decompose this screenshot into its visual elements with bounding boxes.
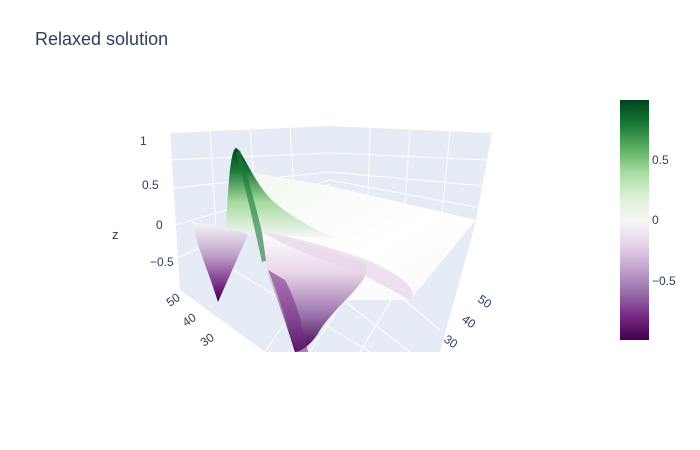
y-tick: 40 [180, 310, 199, 329]
surface-ridge-shadow [236, 150, 268, 262]
surface [192, 148, 476, 352]
z-axis: z 1 0.5 0 −0.5 [112, 134, 174, 269]
colorbar[interactable]: 0.5 0 −0.5 [620, 100, 676, 340]
x-tick: 50 [475, 292, 494, 311]
colorbar-gradient [620, 100, 649, 340]
z-axis-label: z [112, 227, 119, 242]
back-wall-right [330, 126, 492, 225]
surface-trough-front-shade [268, 270, 308, 352]
chart-title: Relaxed solution [35, 29, 168, 49]
z-tick: −0.5 [150, 255, 174, 269]
surface-trough-left-fill [192, 222, 250, 302]
scene[interactable] [169, 126, 492, 353]
colorbar-tick: 0 [652, 213, 659, 227]
z-tick: 0 [156, 218, 163, 232]
surface-front-lip [262, 232, 413, 300]
z-tick: 1 [140, 134, 147, 148]
z-tick: 0.5 [142, 178, 159, 192]
y-tick: 50 [164, 290, 183, 309]
colorbar-tick: −0.5 [652, 274, 676, 288]
y-tick: 30 [198, 330, 217, 349]
x-tick: 40 [459, 312, 478, 331]
colorbar-tick: 0.5 [652, 153, 669, 167]
